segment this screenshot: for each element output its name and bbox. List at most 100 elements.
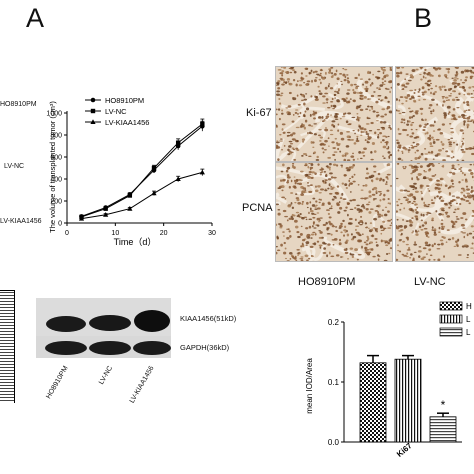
tissue-nucleus <box>280 92 284 94</box>
tissue-nucleus <box>315 95 318 99</box>
tissue-nucleus <box>461 81 466 84</box>
tissue-nucleus <box>354 248 358 252</box>
tissue-nucleus <box>460 70 465 74</box>
tissue-nucleus <box>325 115 330 118</box>
tissue-nucleus <box>306 67 309 70</box>
tissue-nucleus <box>463 110 466 113</box>
tissue-nucleus <box>408 164 413 167</box>
tissue-nucleus <box>434 174 437 176</box>
tissue-nucleus <box>330 67 334 69</box>
tissue-nucleus <box>461 179 464 181</box>
tissue-nucleus <box>382 178 385 182</box>
tissue-nucleus <box>468 169 472 172</box>
tissue-nucleus <box>413 165 418 169</box>
tissue-nucleus <box>368 109 371 112</box>
tissue-nucleus <box>444 88 447 92</box>
iod-legend-swatch <box>439 314 463 324</box>
tissue-nucleus <box>332 104 337 108</box>
tissue-nucleus <box>457 238 460 242</box>
tissue-nucleus <box>336 185 340 188</box>
tissue-nucleus <box>400 232 403 236</box>
tissue-nucleus <box>448 201 452 205</box>
tissue-nucleus <box>416 163 421 165</box>
tissue-nucleus <box>410 128 413 131</box>
tissue-nucleus <box>382 68 386 72</box>
tissue-nucleus <box>436 195 439 198</box>
tissue-nucleus <box>470 190 473 194</box>
tissue-nucleus <box>334 90 337 93</box>
tissue-nucleus <box>337 123 340 126</box>
tissue-nucleus <box>366 105 370 108</box>
tissue-nucleus <box>346 89 351 91</box>
tissue-nucleus <box>384 242 387 244</box>
tissue-stroma <box>356 77 392 110</box>
tissue-nucleus <box>355 86 359 90</box>
tissue-nucleus <box>318 244 323 247</box>
tissue-nucleus <box>429 124 434 127</box>
tissue-nucleus <box>464 69 468 73</box>
tissue-nucleus <box>462 132 465 135</box>
tissue-nucleus <box>286 236 290 240</box>
tissue-nucleus <box>460 170 463 172</box>
tissue-nucleus <box>404 128 408 132</box>
iod-y-tick-label: 0.2 <box>328 318 340 327</box>
tissue-nucleus <box>468 86 472 89</box>
tissue-nucleus <box>280 67 283 68</box>
tissue-nucleus <box>368 211 372 214</box>
tissue-nucleus <box>344 251 349 255</box>
tissue-nucleus <box>276 249 281 252</box>
tissue-nucleus <box>322 95 326 98</box>
tissue-nucleus <box>388 126 391 129</box>
tissue-nucleus <box>380 67 384 68</box>
blot-gapdh <box>36 336 171 358</box>
tissue-nucleus <box>310 69 313 73</box>
tissue-nucleus <box>277 87 281 90</box>
tissue-nucleus <box>397 157 402 161</box>
tissue-nucleus <box>386 189 390 192</box>
micro-col-label-ho8910pm: HO8910PM <box>298 276 356 288</box>
tissue-nucleus <box>463 120 466 124</box>
tissue-nucleus <box>281 70 285 73</box>
tissue-nucleus <box>281 109 284 112</box>
tissue-nucleus <box>458 92 461 95</box>
tissue-nucleus <box>454 85 458 88</box>
iod-legend-label: L <box>466 328 471 337</box>
tissue-nucleus <box>343 112 346 116</box>
tissue-nucleus <box>353 83 357 86</box>
tissue-nucleus <box>309 209 314 213</box>
tissue-nucleus <box>318 116 322 118</box>
tissue-nucleus <box>317 85 320 88</box>
tissue-nucleus <box>322 151 325 154</box>
tissue-stroma <box>323 239 366 259</box>
tissue-nucleus <box>276 125 278 128</box>
tissue-nucleus <box>285 169 289 173</box>
tissue-nucleus <box>435 210 438 213</box>
tissue-nucleus <box>431 74 434 77</box>
tissue-nucleus <box>438 149 442 152</box>
tissue-nucleus <box>409 224 413 227</box>
tissue-nucleus <box>437 258 441 261</box>
tissue-nucleus <box>306 236 311 239</box>
growth-legend: HO8910PM LV-NC LV-KIAA1456 <box>85 96 149 127</box>
tissue-nucleus <box>339 197 343 199</box>
tissue-nucleus <box>310 125 314 127</box>
tissue-nucleus <box>423 90 427 94</box>
tissue-nucleus <box>288 145 292 148</box>
tissue-nucleus <box>403 227 407 229</box>
tissue-nucleus <box>466 233 469 237</box>
tissue-nucleus <box>292 97 297 101</box>
tissue-nucleus <box>418 255 421 259</box>
tissue-nucleus <box>433 120 436 124</box>
tissue-nucleus <box>367 237 370 241</box>
tissue-nucleus <box>431 175 436 177</box>
tissue-nucleus <box>460 191 464 194</box>
tissue-nucleus <box>314 232 317 236</box>
tissue-nucleus <box>418 99 421 101</box>
tissue-nucleus <box>401 111 406 114</box>
tissue-nucleus <box>368 227 370 229</box>
tissue-nucleus <box>350 182 354 185</box>
tissue-nucleus <box>356 208 361 211</box>
tissue-nucleus <box>327 137 330 140</box>
tissue-nucleus <box>357 232 361 236</box>
tissue-nucleus <box>359 78 363 80</box>
